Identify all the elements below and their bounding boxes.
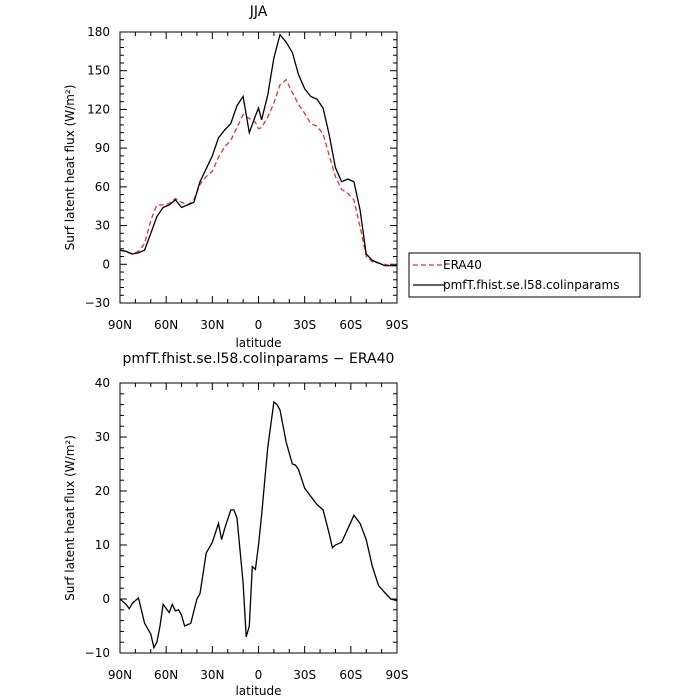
y-tick-label: 30 xyxy=(95,219,110,233)
x-tick-label: 60S xyxy=(339,668,362,682)
y-tick-label: 30 xyxy=(95,430,110,444)
chart-title: pmfT.fhist.se.l58.colinparams − ERA40 xyxy=(123,351,395,367)
x-tick-label: 30N xyxy=(200,318,224,332)
series-line-1 xyxy=(120,33,397,267)
x-tick-label: 30N xyxy=(200,668,224,682)
legend-label-0: ERA40 xyxy=(443,258,482,272)
x-tick-label: 30S xyxy=(293,668,316,682)
y-tick-label: 90 xyxy=(95,141,110,155)
chart-title: JJA xyxy=(249,4,268,20)
y-tick-label: 10 xyxy=(95,538,110,552)
x-tick-label: 60N xyxy=(154,318,178,332)
series-line-0 xyxy=(120,78,397,267)
top-panel-jja: JJA −30 0 30 60 90 120 150 180 90N 60N 30N 0 30S 60S 90… xyxy=(63,4,641,350)
y-tick-label: 150 xyxy=(87,64,110,78)
y-tick-label: 120 xyxy=(87,102,110,116)
x-axis-label: latitude xyxy=(235,684,281,698)
x-tick-label: 90N xyxy=(108,668,132,682)
x-tick-label: 90N xyxy=(108,318,132,332)
x-tick-label: 30S xyxy=(293,318,316,332)
y-tick-label: −30 xyxy=(85,296,110,310)
y-tick-label: 0 xyxy=(102,592,110,606)
x-axis-label: latitude xyxy=(235,336,281,350)
series-line-0 xyxy=(120,400,397,650)
x-tick-label: 60S xyxy=(339,318,362,332)
y-tick-label: 180 xyxy=(87,25,110,39)
plot-frame xyxy=(119,31,398,304)
x-tick-label: 90S xyxy=(386,668,409,682)
y-tick-label: 0 xyxy=(102,257,110,271)
y-tick-label: −10 xyxy=(85,646,110,660)
y-tick-label: 20 xyxy=(95,484,110,498)
bottom-panel-difference: pmfT.fhist.se.l58.colinparams − ERA40 −10… xyxy=(63,351,408,698)
x-tick-label: 0 xyxy=(255,668,263,682)
x-tick-label: 0 xyxy=(255,318,263,332)
y-tick-label: 40 xyxy=(95,376,110,390)
legend-label-1: pmfT.fhist.se.l58.colinparams xyxy=(443,278,619,292)
y-axis-label: Surf latent heat flux (W/m²) xyxy=(63,435,77,601)
y-tick-label: 60 xyxy=(95,180,110,194)
x-tick-label: 60N xyxy=(154,668,178,682)
legend-box xyxy=(408,252,641,298)
y-axis-label: Surf latent heat flux (W/m²) xyxy=(63,85,77,251)
x-tick-label: 90S xyxy=(386,318,409,332)
